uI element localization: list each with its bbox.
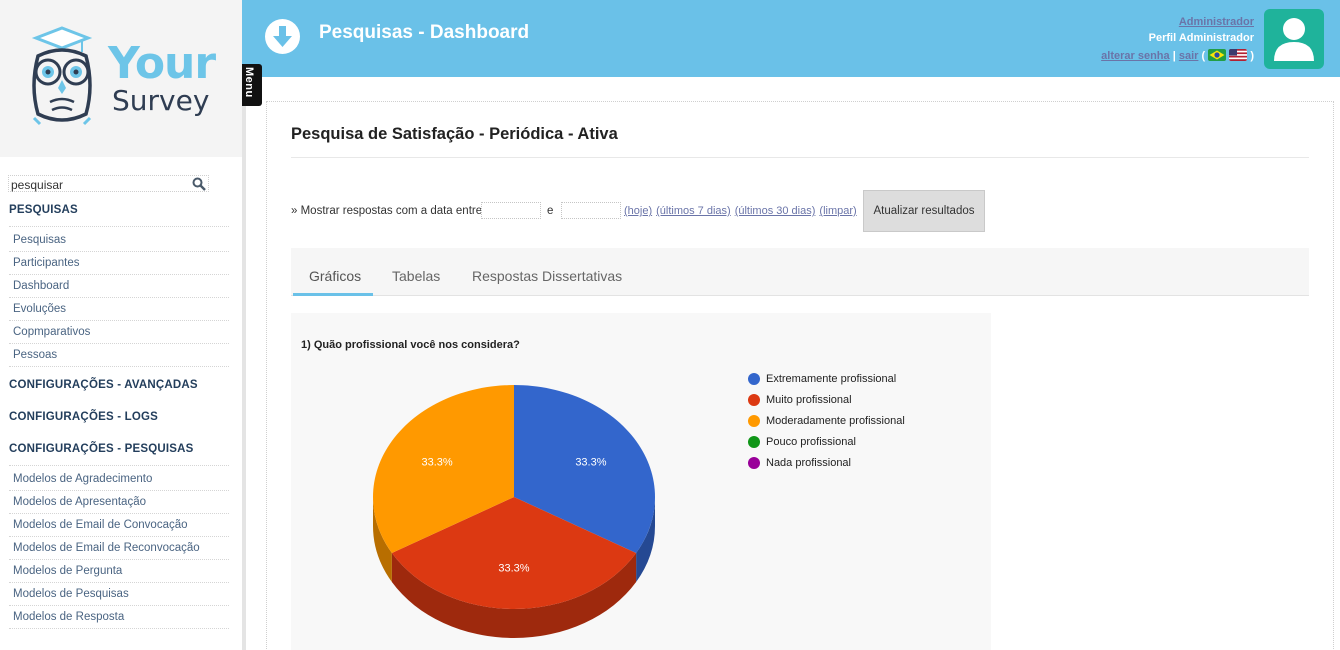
tab-respostas-dissertativas[interactable]: Respostas Dissertativas xyxy=(472,268,623,284)
legend-swatch xyxy=(748,457,760,469)
sidebar-list-config-pesquisas: Modelos de Agradecimento Modelos de Apre… xyxy=(9,468,229,629)
sidebar-item-modelos-agradecimento[interactable]: Modelos de Agradecimento xyxy=(9,468,229,491)
sidebar-section-pesquisas[interactable]: PESQUISAS xyxy=(9,204,78,216)
avatar[interactable] xyxy=(1264,9,1324,69)
user-actions: alterar senha | sair ( ) xyxy=(1101,49,1254,62)
change-password-link[interactable]: alterar senha xyxy=(1101,50,1170,62)
legend-item[interactable]: Muito profissional xyxy=(748,393,905,414)
sidebar-section-config-logs[interactable]: CONFIGURAÇÕES - LOGS xyxy=(9,411,159,423)
sidebar-item-pessoas[interactable]: Pessoas xyxy=(9,344,229,367)
legend-item[interactable]: Pouco profissional xyxy=(748,435,905,456)
pie-slice-side xyxy=(636,497,655,582)
sidebar-item-pesquisas[interactable]: Pesquisas xyxy=(9,229,229,252)
menu-toggle[interactable]: Menu xyxy=(242,64,262,106)
start-date-input[interactable] xyxy=(481,202,541,219)
pie-slice-label: 33.3% xyxy=(421,457,452,469)
pie-slice[interactable] xyxy=(373,385,514,553)
date-shortcut-links: (hoje) (últimos 7 dias) (últimos 30 dias)(… xyxy=(624,205,861,217)
today-link[interactable]: (hoje) xyxy=(624,205,653,217)
legend-label: Pouco profissional xyxy=(766,436,856,448)
pie-chart-svg: 33.3% 33.3% 33.3% xyxy=(373,385,655,638)
page-title: Pesquisas - Dashboard xyxy=(319,22,530,43)
sidebar-edge xyxy=(242,77,246,650)
sidebar-section-config-pesquisas[interactable]: CONFIGURAÇÕES - PESQUISAS xyxy=(9,443,194,455)
arrow-down-icon xyxy=(273,26,292,47)
paren-close: ) xyxy=(1250,50,1254,62)
legend-swatch xyxy=(748,373,760,385)
sidebar-item-evolucoes[interactable]: Evoluções xyxy=(9,298,229,321)
pie-chart: 1) Quão profissional você nos considera?… xyxy=(291,313,991,650)
last-7-days-link[interactable]: (últimos 7 dias) xyxy=(656,205,731,217)
sidebar-item-modelos-resposta[interactable]: Modelos de Resposta xyxy=(9,606,229,629)
sidebar: Your Survey PESQUISAS Pesquisas Particip… xyxy=(0,0,242,650)
paren-open: ( xyxy=(1201,50,1206,62)
clear-link[interactable]: (limpar) xyxy=(819,205,857,217)
survey-title: Pesquisa de Satisfação - Periódica - Ati… xyxy=(291,125,618,143)
sidebar-section-config-avancadas[interactable]: CONFIGURAÇÕES - AVANÇADAS xyxy=(9,379,198,391)
sidebar-item-comparativos[interactable]: Copmparativos xyxy=(9,321,229,344)
legend-swatch xyxy=(748,436,760,448)
title-divider xyxy=(291,157,1309,158)
tab-tabelas[interactable]: Tabelas xyxy=(392,268,441,284)
legend-item[interactable]: Extremamente profissional xyxy=(748,372,905,393)
legend-label: Muito profissional xyxy=(766,394,852,406)
legend-item[interactable]: Nada profissional xyxy=(748,456,905,477)
brazil-flag-icon[interactable] xyxy=(1208,49,1227,61)
header: Pesquisas - Dashboard Administrador Perf… xyxy=(242,0,1340,77)
download-button[interactable] xyxy=(265,19,300,54)
owl-logo-icon xyxy=(31,26,93,126)
pie-slice-side xyxy=(373,497,392,582)
user-name-link[interactable]: Administrador xyxy=(1178,16,1254,28)
date-filter-label: » Mostrar respostas com a data entre xyxy=(291,205,483,217)
usa-flag-icon[interactable] xyxy=(1229,49,1248,61)
sidebar-item-modelos-email-reconvocacao[interactable]: Modelos de Email de Reconvocação xyxy=(9,537,229,560)
last-30-days-link[interactable]: (últimos 30 dias) xyxy=(734,205,816,217)
pie-slice-side xyxy=(391,553,637,638)
date-filter-and: e xyxy=(547,205,554,217)
tab-graficos[interactable]: Gráficos xyxy=(309,268,362,284)
chart-legend: Extremamente profissional Muito profissio… xyxy=(748,372,905,477)
chart-title: 1) Quão profissional você nos considera? xyxy=(301,339,520,351)
user-icon xyxy=(1274,18,1314,61)
pie-slice-label: 33.3% xyxy=(498,563,529,575)
separator: | xyxy=(1172,50,1176,62)
sidebar-item-modelos-email-convocacao[interactable]: Modelos de Email de Convocação xyxy=(9,514,229,537)
legend-item[interactable]: Moderadamente profissional xyxy=(748,414,905,435)
legend-swatch xyxy=(748,415,760,427)
menu-toggle-label: Menu xyxy=(243,67,255,98)
user-role: Perfil Administrador xyxy=(1148,32,1254,44)
search-icon[interactable] xyxy=(192,177,206,191)
sidebar-item-modelos-pesquisas[interactable]: Modelos de Pesquisas xyxy=(9,583,229,606)
logout-link[interactable]: sair xyxy=(1178,50,1199,62)
pie-slice-label: 33.3% xyxy=(575,457,606,469)
legend-swatch xyxy=(748,394,760,406)
logo-word-your: Your xyxy=(108,38,216,89)
results-tabs: Gráficos Tabelas Respostas Dissertativas xyxy=(291,248,1309,296)
search-box xyxy=(8,175,209,193)
pie-slice[interactable] xyxy=(391,497,637,609)
end-date-input[interactable] xyxy=(561,202,621,219)
search-input[interactable] xyxy=(9,177,189,193)
update-results-button[interactable]: Atualizar resultados xyxy=(863,190,985,232)
sidebar-item-modelos-pergunta[interactable]: Modelos de Pergunta xyxy=(9,560,229,583)
sidebar-item-participantes[interactable]: Participantes xyxy=(9,252,229,275)
active-tab-indicator xyxy=(293,293,373,296)
pie-slice[interactable] xyxy=(514,385,655,553)
sidebar-item-dashboard[interactable]: Dashboard xyxy=(9,275,229,298)
legend-label: Extremamente profissional xyxy=(766,373,897,385)
sidebar-divider xyxy=(9,226,229,227)
legend-label: Nada profissional xyxy=(766,457,851,469)
legend-label: Moderadamente profissional xyxy=(766,415,905,427)
logo-word-survey: Survey xyxy=(112,84,210,117)
sidebar-item-modelos-apresentacao[interactable]: Modelos de Apresentação xyxy=(9,491,229,514)
sidebar-divider xyxy=(9,465,229,466)
logo[interactable]: Your Survey xyxy=(0,0,242,157)
sidebar-list-pesquisas: Pesquisas Participantes Dashboard Evoluç… xyxy=(9,229,229,367)
